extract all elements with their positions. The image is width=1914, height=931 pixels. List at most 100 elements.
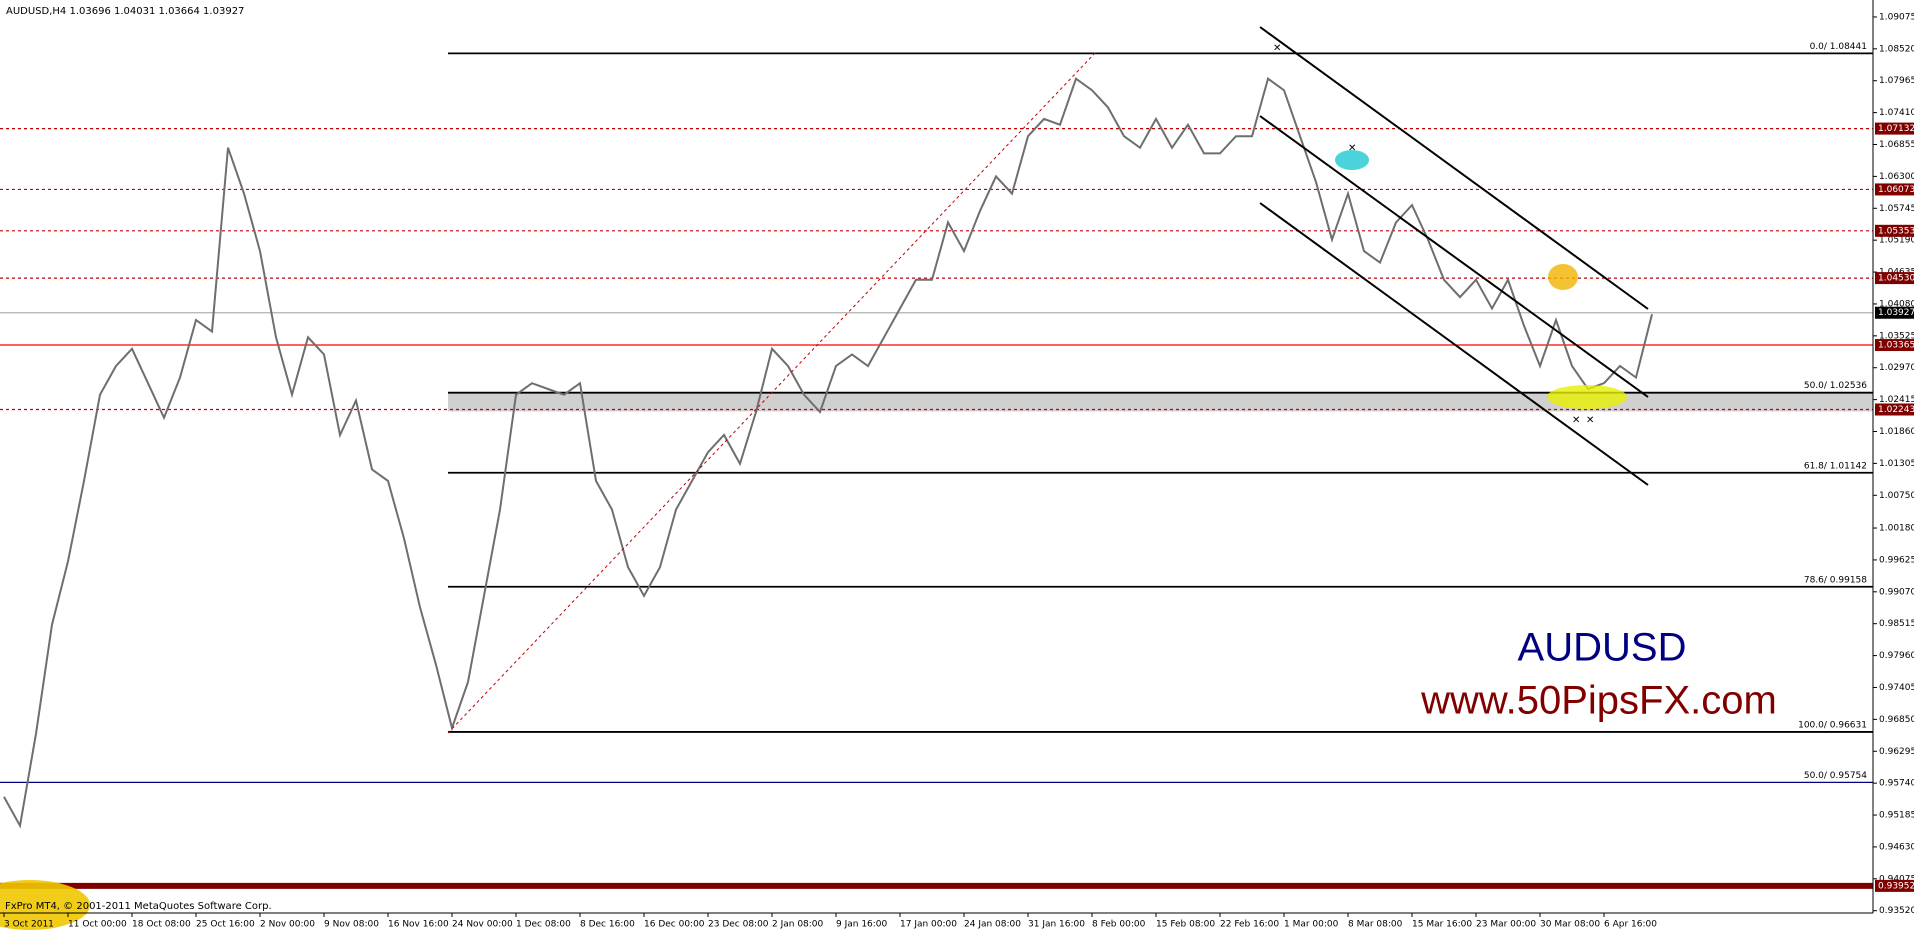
price-tag-bg <box>1875 403 1914 416</box>
y-tick-label: 0.96850 <box>1879 715 1914 725</box>
price-tag: 1.04530 <box>1878 274 1914 284</box>
x-tick-label: 24 Nov 00:00 <box>452 920 513 930</box>
x-tick-label: 8 Feb 00:00 <box>1092 920 1146 930</box>
x-tick-label: 17 Jan 00:00 <box>900 920 957 930</box>
y-tick-label: 1.03525 <box>1879 331 1914 341</box>
x-tick-label: 2 Jan 08:00 <box>772 920 824 930</box>
footer: FxPro MT4, © 2001-2011 MetaQuotes Softwa… <box>5 901 272 912</box>
x-tick-label: 18 Oct 08:00 <box>132 920 191 930</box>
channel-upper <box>1259 26 1649 310</box>
y-tick-label: 0.93520 <box>1879 906 1914 916</box>
price-tag-bg <box>1875 122 1914 135</box>
y-tick-label: 0.95185 <box>1879 811 1914 821</box>
x-tick-label: 30 Mar 08:00 <box>1540 920 1600 930</box>
y-tick-label: 1.07965 <box>1879 76 1914 86</box>
level-label: 61.8/ 1.01142 <box>1804 461 1867 471</box>
price-tag: 0.93952 <box>1878 881 1914 891</box>
x-tick-label: 25 Oct 16:00 <box>196 920 255 930</box>
fib-trend-line <box>447 51 1097 734</box>
y-tick-label: 1.05745 <box>1879 204 1914 214</box>
y-tick-label: 1.00180 <box>1879 524 1914 534</box>
x-tick-label: 9 Jan 16:00 <box>836 920 888 930</box>
y-tick-label: 0.97405 <box>1879 683 1914 693</box>
price-tag: 1.06073 <box>1878 185 1914 195</box>
highlight-yellow <box>1547 385 1627 409</box>
y-tick-label: 1.02970 <box>1879 363 1914 373</box>
x-marker: ✕ <box>1273 43 1281 54</box>
y-tick-label: 1.02415 <box>1879 395 1914 405</box>
y-tick-label: 0.96295 <box>1879 747 1914 757</box>
channel-middle <box>1259 115 1649 398</box>
y-tick-label: 0.95740 <box>1879 779 1914 789</box>
y-tick-label: 0.94630 <box>1879 842 1914 852</box>
y-tick-label: 1.08520 <box>1879 44 1914 54</box>
x-tick-label: 22 Feb 16:00 <box>1220 920 1279 930</box>
price-tag-bg <box>1875 183 1914 196</box>
watermark: AUDUSD <box>1518 626 1687 670</box>
x-tick-label: 31 Jan 16:00 <box>1028 920 1085 930</box>
x-tick-label: 23 Dec 08:00 <box>708 920 769 930</box>
x-tick-label: 15 Feb 08:00 <box>1156 920 1215 930</box>
x-tick-label: 15 Mar 16:00 <box>1412 920 1472 930</box>
price-tag-bg <box>1875 879 1914 892</box>
markers: ✕ ✕ ✕ ✕ <box>1273 43 1594 426</box>
price-tag-bg <box>1875 339 1914 352</box>
y-tick-label: 1.05190 <box>1879 236 1914 246</box>
price-tag-bg <box>1875 224 1914 237</box>
y-tick-label: 0.99070 <box>1879 587 1914 597</box>
y-tick-label: 1.06300 <box>1879 172 1914 182</box>
y-tick-label: 1.01305 <box>1879 459 1914 469</box>
y-tick-label: 1.01860 <box>1879 427 1914 437</box>
y-tick-label: 1.06855 <box>1879 140 1914 150</box>
level-label: 100.0/ 0.96631 <box>1798 720 1867 730</box>
price-line <box>3 77 1653 829</box>
under-layer <box>0 52 1873 889</box>
level-label: 78.6/ 0.99158 <box>1804 575 1867 585</box>
level-label: 50.0/ 1.02536 <box>1804 381 1867 391</box>
x-tick-label: 3 Oct 2011 <box>4 920 54 930</box>
x-tick-label: 2 Nov 00:00 <box>260 920 315 930</box>
channel-lower <box>1259 202 1649 486</box>
over-layer: 0.0/ 1.08441 50.0/ 1.02536 61.8/ 1.01142 78… <box>3 12 1914 930</box>
x-marker: ✕ <box>1586 415 1594 426</box>
y-tick-label: 1.07410 <box>1879 108 1914 118</box>
x-marker: ✕ <box>1572 415 1580 426</box>
price-tag-bg <box>1875 306 1914 319</box>
x-tick-label: 24 Jan 08:00 <box>964 920 1021 930</box>
price-tag: 1.02243 <box>1878 405 1914 415</box>
chart-title: AUDUSD,H4 1.03696 1.04031 1.03664 1.0392… <box>6 6 244 17</box>
x-tick-label: 8 Dec 16:00 <box>580 920 635 930</box>
highlight-cyan <box>1335 150 1369 170</box>
x-marker: ✕ <box>1348 143 1356 154</box>
x-tick-label: 6 Apr 16:00 <box>1604 920 1657 930</box>
y-tick-label: 1.04080 <box>1879 299 1914 309</box>
x-tick-label: 9 Nov 08:00 <box>324 920 379 930</box>
zone <box>448 392 1873 412</box>
highlight-orange <box>1548 264 1578 290</box>
y-tick-label: 0.97960 <box>1879 651 1914 661</box>
x-tick-label: 8 Mar 08:00 <box>1348 920 1403 930</box>
website: www.50PipsFX.com <box>1420 679 1777 723</box>
y-tick-label: 0.98515 <box>1879 619 1914 629</box>
x-tick-label: 11 Oct 00:00 <box>68 920 127 930</box>
y-tick-label: 0.94075 <box>1879 874 1914 884</box>
price-tag-bg <box>1875 272 1914 285</box>
highlight-corner <box>0 880 90 930</box>
y-tick-label: 0.99625 <box>1879 555 1914 565</box>
x-tick-label: 1 Mar 00:00 <box>1284 920 1339 930</box>
x-tick-label: 16 Dec 00:00 <box>644 920 705 930</box>
price-tag: 1.05353 <box>1878 226 1914 236</box>
level-label: 50.0/ 0.95754 <box>1804 771 1867 781</box>
x-tick-label: 1 Dec 08:00 <box>516 920 571 930</box>
price-tag: 1.03365 <box>1878 341 1914 351</box>
x-tick-label: 23 Mar 00:00 <box>1476 920 1536 930</box>
price-tag: 1.07132 <box>1878 124 1914 134</box>
level-label: 0.0/ 1.08441 <box>1810 42 1867 52</box>
price-tag: 1.03927 <box>1878 308 1914 318</box>
y-tick-label: 1.09075 <box>1879 12 1914 22</box>
y-tick-label: 1.00750 <box>1879 491 1914 501</box>
x-tick-label: 16 Nov 16:00 <box>388 920 449 930</box>
